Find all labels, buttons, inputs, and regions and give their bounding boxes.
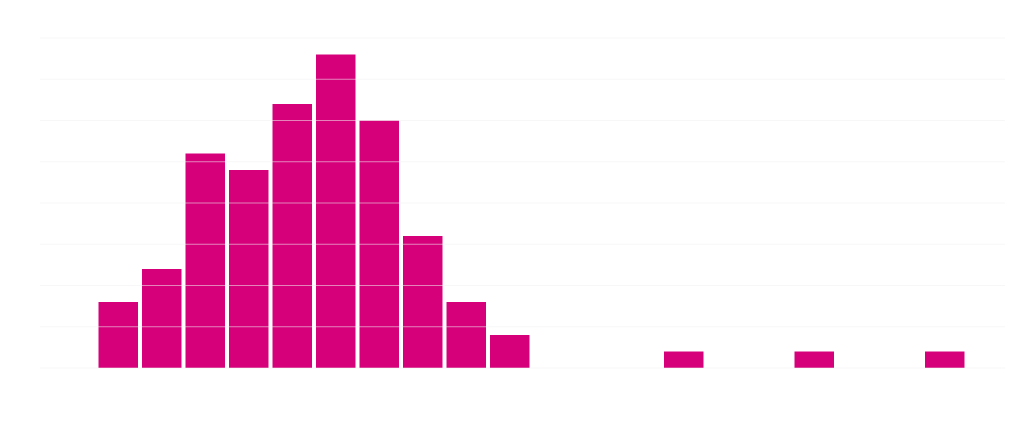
- bar: [142, 269, 182, 368]
- bar: [664, 351, 704, 368]
- bar: [229, 170, 269, 368]
- bar: [403, 236, 443, 368]
- bar: [272, 104, 312, 368]
- bar: [794, 351, 834, 368]
- bar: [185, 153, 225, 368]
- bar: [490, 335, 530, 368]
- bar: [316, 54, 356, 368]
- bar: [98, 302, 138, 368]
- bar: [446, 302, 486, 368]
- bar: [925, 351, 965, 368]
